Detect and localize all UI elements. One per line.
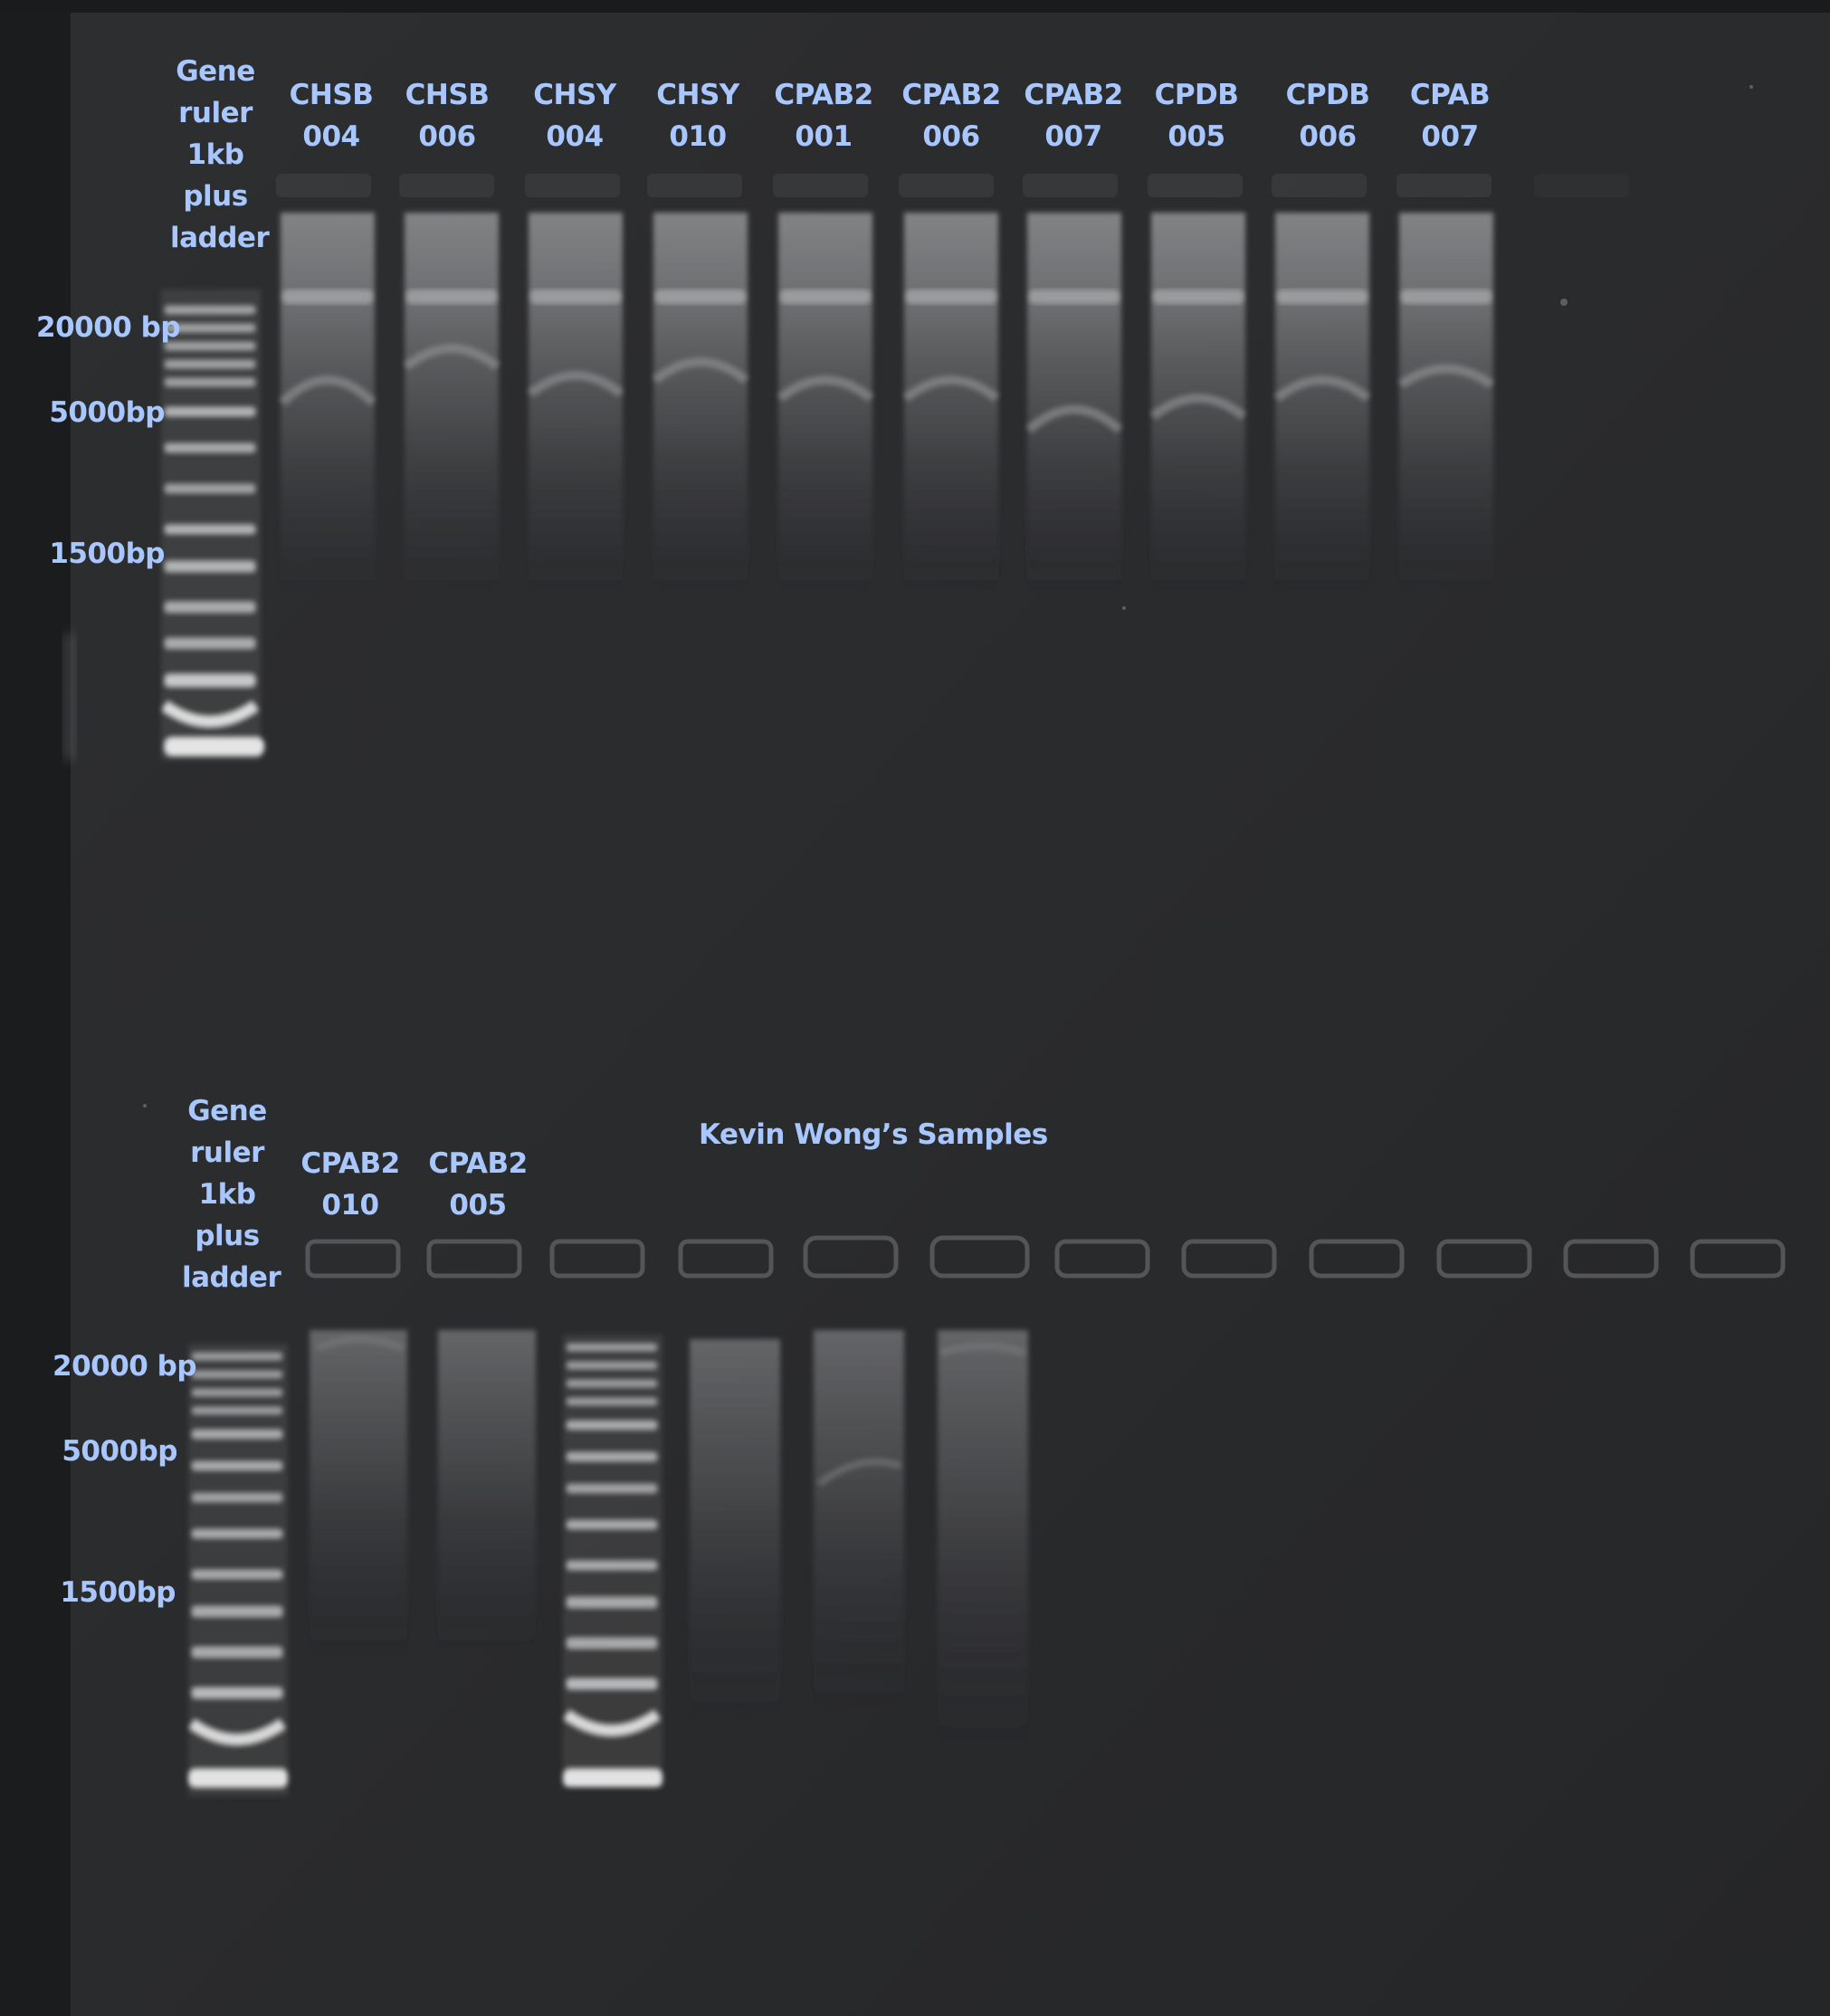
bottom-ladder-label: Gene ruler 1kb plus ladder [182, 1090, 281, 1298]
lane-label-line2: 005 [1168, 120, 1225, 153]
top-lane-label: CPAB2 001 [765, 74, 882, 157]
lane-label-line1: CPAB [1409, 79, 1491, 111]
lane-label-line2: 006 [922, 120, 980, 153]
bottom-lane-label: CPAB2 010 [291, 1143, 409, 1226]
top-marker-label: 5000bp [49, 396, 165, 429]
top-marker-label: 20000 bp [36, 311, 181, 344]
top-lane-label: CPAB2 007 [1015, 74, 1132, 157]
top-lane-label: CPAB 007 [1396, 74, 1504, 157]
top-sample-arcs [279, 344, 1494, 433]
lane-label-line1: CPDB [1285, 79, 1370, 111]
section-title: Kevin Wong’s Samples [699, 1118, 1048, 1151]
top-lane-label: CHSB 004 [277, 74, 386, 157]
lane-label-line2: 004 [546, 120, 604, 153]
top-lane-label: CHSY 004 [520, 74, 629, 157]
lane-label-line1: CPAB2 [300, 1147, 400, 1180]
bottom-ladder-label-line: 1kb [198, 1178, 256, 1211]
top-lane-label: CPDB 005 [1142, 74, 1251, 157]
top-wells [276, 174, 1629, 197]
lane-label-line1: CPAB2 [901, 79, 1001, 111]
top-marker-label: 1500bp [49, 537, 165, 570]
bottom-marker-label: 5000bp [62, 1435, 177, 1468]
top-ladder-label-line: 1kb [186, 138, 244, 171]
lane-label-line2: 006 [1299, 120, 1357, 153]
bottom-sample-bands [315, 1336, 1026, 1488]
top-ladder-label-line: ladder [170, 222, 270, 254]
bottom-wells [305, 1235, 1786, 1279]
lane-label-line1: CPAB2 [428, 1147, 528, 1180]
lane-label-line1: CPDB [1154, 79, 1239, 111]
top-ladder-label-line: Gene [176, 55, 255, 88]
bottom-lane-label: CPAB2 005 [419, 1143, 537, 1226]
lane-label-line2: 005 [449, 1189, 507, 1222]
top-lane-label: CHSY 010 [643, 74, 752, 157]
bottom-ladder-label-line: plus [195, 1220, 260, 1252]
bottom-ladder-center [563, 1335, 662, 1787]
top-lane-label: CPAB2 006 [892, 74, 1010, 157]
top-ladder [161, 290, 264, 760]
lane-label-line2: 006 [418, 120, 476, 153]
lane-label-line1: CPAB2 [1024, 79, 1123, 111]
lane-label-line1: CHSB [405, 79, 490, 111]
bottom-marker-label: 1500bp [60, 1576, 176, 1609]
bottom-ladder-label-line: Gene [187, 1095, 267, 1127]
lane-label-line2: 010 [321, 1189, 379, 1222]
lane-label-line1: CPAB2 [774, 79, 873, 111]
top-ladder-label: Gene ruler 1kb plus ladder [170, 51, 270, 259]
top-ladder-label-line: plus [183, 180, 248, 213]
top-lane-label: CHSB 006 [393, 74, 501, 157]
lane-label-line2: 007 [1421, 120, 1479, 153]
bottom-ladder-label-line: ruler [190, 1136, 264, 1169]
bottom-sample-lanes [310, 1330, 1028, 1746]
lane-label-line2: 001 [795, 120, 853, 153]
bottom-ladder-left [188, 1344, 288, 1796]
lane-label-line2: 004 [302, 120, 360, 153]
lane-label-line1: CHSB [289, 79, 374, 111]
bottom-marker-label: 20000 bp [52, 1350, 197, 1383]
top-lane-label: CPDB 006 [1273, 74, 1382, 157]
lane-label-line2: 010 [669, 120, 727, 153]
bottom-ladder-label-line: ladder [182, 1261, 281, 1294]
lane-label-line1: CHSY [533, 79, 616, 111]
top-sample-bands [282, 290, 1492, 304]
lane-label-line1: CHSY [656, 79, 739, 111]
lane-label-line2: 007 [1044, 120, 1102, 153]
top-ladder-label-line: ruler [178, 97, 253, 129]
